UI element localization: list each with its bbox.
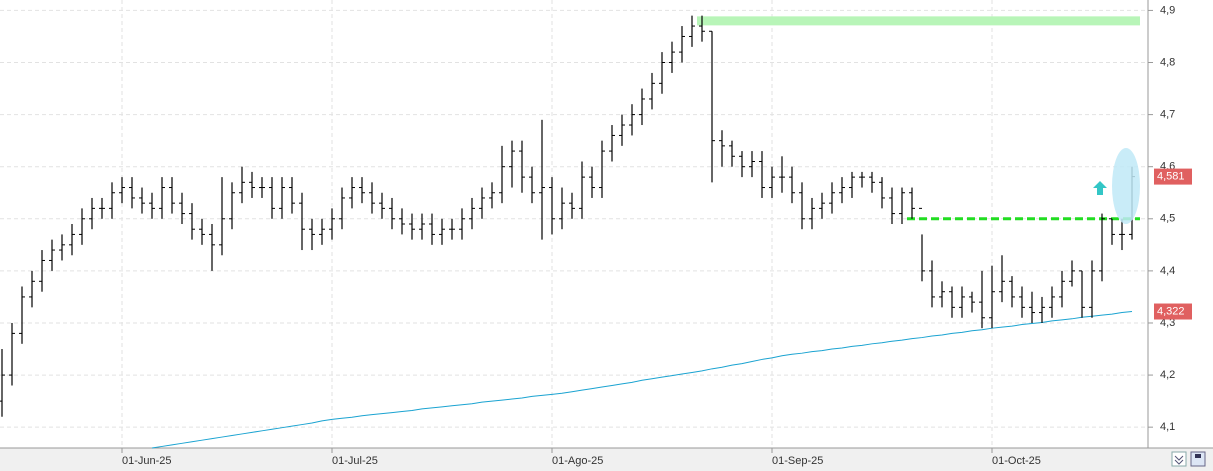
x-tick-label: 01-Jul-25 <box>332 455 378 467</box>
save-button[interactable] <box>1190 451 1206 467</box>
y-tick-label: 4,5 <box>1160 213 1175 225</box>
price-tag <box>1154 303 1192 320</box>
moving-average-line <box>151 311 1133 449</box>
y-tick-label: 4,3 <box>1160 317 1175 329</box>
price-tag-label: 4,322 <box>1157 305 1185 317</box>
x-axis-strip <box>0 448 1213 471</box>
scroll-icon <box>1174 455 1184 465</box>
x-tick-label: 01-Jun-25 <box>122 455 172 467</box>
y-tick-label: 4,1 <box>1160 421 1175 433</box>
y-tick-label: 4,9 <box>1160 4 1175 16</box>
up-arrow <box>1093 181 1107 195</box>
price-tag-label: 4,581 <box>1157 171 1185 183</box>
scroll-button[interactable] <box>1171 451 1187 467</box>
y-tick-label: 4,8 <box>1160 56 1175 68</box>
price-tag <box>1154 168 1192 185</box>
x-tick-label: 01-Oct-25 <box>992 455 1041 467</box>
y-tick-label: 4,7 <box>1160 109 1175 121</box>
save-icon <box>1195 454 1201 458</box>
highlight-ellipse <box>1112 148 1140 224</box>
y-tick-label: 4,4 <box>1160 265 1175 277</box>
y-tick-label: 4,2 <box>1160 369 1175 381</box>
x-tick-label: 01-Ago-25 <box>552 455 603 467</box>
x-tick-label: 01-Sep-25 <box>772 455 823 467</box>
